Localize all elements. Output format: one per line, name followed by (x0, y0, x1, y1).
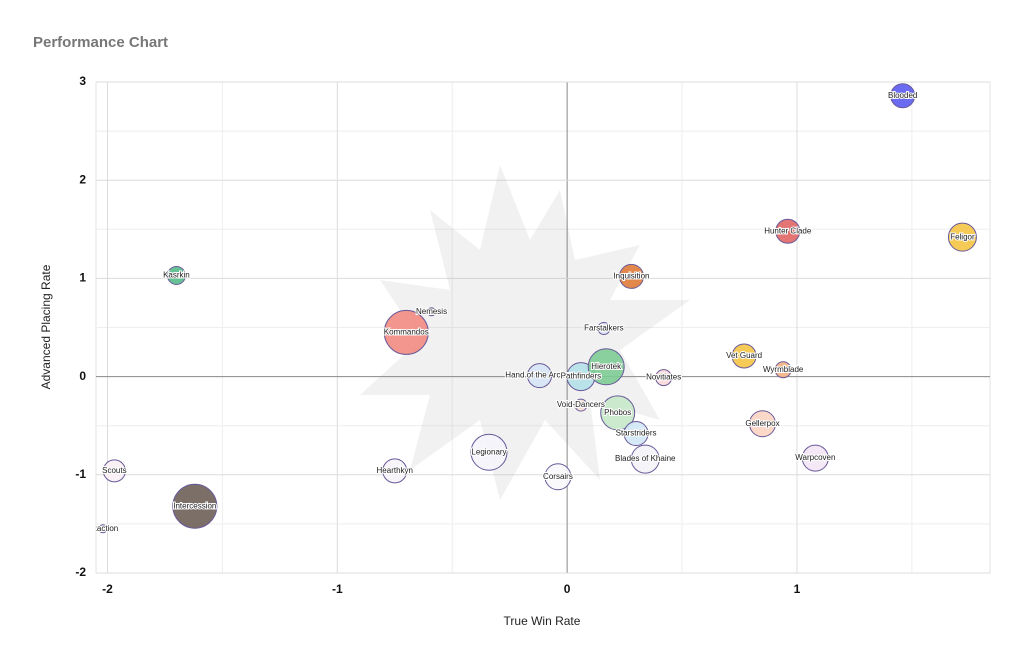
y-tick-label: 0 (79, 369, 86, 383)
bubble (587, 348, 625, 386)
bubble (748, 410, 776, 438)
y-tick-label: -2 (75, 565, 86, 579)
bubble (655, 369, 673, 387)
bubble (597, 321, 611, 335)
bubble (890, 83, 916, 109)
bubble-label: Kommandos (384, 328, 429, 337)
y-tick-label: 1 (79, 271, 86, 285)
bubble (731, 343, 757, 369)
bubble (166, 265, 186, 285)
bubble (801, 444, 829, 472)
bubble-label: Feligor (950, 232, 975, 241)
bubble (775, 218, 801, 244)
bubble (470, 433, 508, 471)
y-tick-label: 2 (79, 172, 86, 186)
bubble (544, 463, 572, 491)
bubble-label: Legionary (471, 447, 506, 456)
bubble-label: Pathfinders (561, 372, 601, 381)
bubble-label: Novitiates (646, 373, 681, 382)
bubble (630, 444, 660, 474)
grid: -2 -1 0 1 -2 -1 0 1 2 3 (75, 74, 991, 596)
bubble (382, 458, 408, 484)
plot-area: Blooded Feligor Hunter Clade Inquisition Kas… (88, 83, 977, 534)
bubble-label: Gellerpox (745, 419, 779, 428)
bubble-label: Farstalkers (584, 324, 624, 333)
bubble (527, 363, 553, 389)
bubble-label: Exaction (88, 524, 119, 533)
bubble-label: Blooded (888, 91, 917, 100)
bubble (383, 309, 429, 355)
bubble (102, 459, 126, 483)
bubble-label: Intercession (173, 501, 216, 510)
bubble (574, 398, 588, 412)
bubble (618, 263, 644, 289)
bubble-label: Vet Guard (726, 351, 762, 360)
bubble (98, 524, 108, 534)
bubble-label: Kasrkin (163, 271, 190, 280)
watermark (360, 165, 690, 500)
bubble-label: Hearthkyn (377, 466, 413, 475)
bubble-label: Corsairs (543, 472, 573, 481)
y-tick-label: 3 (79, 74, 86, 88)
bubble-label: Hierotek (591, 362, 622, 371)
bubble (623, 421, 649, 447)
y-tick-label: -1 (75, 467, 86, 481)
bubble (172, 483, 218, 529)
bubble-label: Wyrmblade (763, 365, 804, 374)
bubble-label: Hand of the Archon (505, 371, 574, 380)
x-tick-label: 0 (564, 582, 571, 596)
y-axis-label: Advanced Placing Rate (39, 264, 53, 389)
chart-title: Performance Chart (33, 34, 168, 51)
bubble-label: Warpcoven (795, 453, 835, 462)
x-tick-label: -1 (332, 582, 343, 596)
x-tick-label: 1 (794, 582, 801, 596)
bubble-label: Hunter Clade (764, 226, 812, 235)
bubble-label: Blades of Khaine (615, 454, 676, 463)
bubble-label: Inquisition (613, 272, 649, 281)
bubble-label: Phobos (604, 408, 631, 417)
bubble-label: Nemesis (416, 307, 447, 316)
bubble (427, 307, 437, 317)
bubble-label: Scouts (102, 466, 126, 475)
x-axis-label: True Win Rate (504, 614, 581, 628)
bubble-label: Starstriders (616, 429, 657, 438)
bubble (600, 395, 636, 431)
bubble (774, 361, 792, 379)
bubble-label: Void-Dancers (557, 400, 605, 409)
x-tick-label: -2 (102, 582, 113, 596)
bubble (947, 222, 977, 252)
